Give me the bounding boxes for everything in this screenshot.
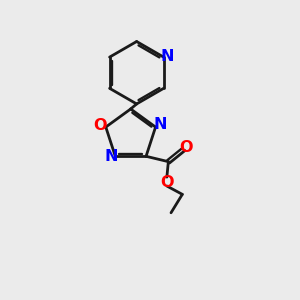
Text: O: O (160, 175, 174, 190)
Text: O: O (179, 140, 192, 155)
Text: N: N (153, 117, 167, 132)
Text: N: N (104, 149, 118, 164)
Text: N: N (160, 49, 174, 64)
Text: O: O (94, 118, 107, 133)
